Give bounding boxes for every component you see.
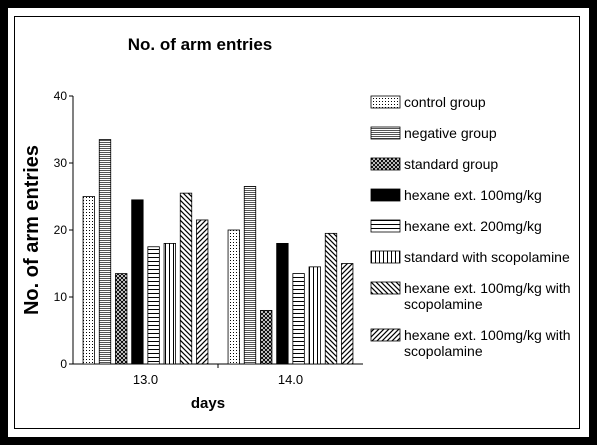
- legend-label: negative group: [404, 125, 497, 141]
- y-axis-label: No. of arm entries: [21, 145, 43, 315]
- bar: [115, 273, 128, 365]
- legend-label: hexane ext. 100mg/kg with scopolamine: [404, 280, 571, 312]
- legend-swatch: [370, 126, 401, 140]
- bar: [227, 229, 240, 365]
- chart: No. of arm entries days No. of arm entri…: [21, 35, 363, 412]
- legend-swatch: [370, 219, 401, 233]
- legend-swatch: [370, 250, 401, 264]
- legend-item: standard group: [370, 156, 585, 172]
- y-tick-label: 10: [54, 290, 68, 304]
- legend-swatch: [370, 95, 401, 109]
- legend-swatch-fill: [370, 157, 401, 171]
- y-tick-label: 30: [54, 156, 68, 170]
- y-tick-label: 20: [54, 223, 68, 237]
- legend-swatch: [370, 157, 401, 171]
- legend-swatch-fill: [370, 250, 401, 264]
- bar: [147, 246, 160, 365]
- bar: [131, 199, 144, 365]
- x-tick-label: 14.0: [278, 372, 303, 387]
- bar: [82, 196, 95, 365]
- legend-swatch-fill: [370, 219, 401, 233]
- legend-item: hexane ext. 100mg/kg with scopolamine: [370, 280, 585, 312]
- legend-item: hexane ext. 100mg/kg with scopolamine: [370, 327, 585, 359]
- legend-label: control group: [404, 94, 486, 110]
- legend-item: negative group: [370, 125, 585, 141]
- legend-item: control group: [370, 94, 585, 110]
- legend-label: standard with scopolamine: [404, 249, 570, 265]
- bar: [308, 266, 321, 365]
- legend-item: hexane ext. 100mg/kg: [370, 187, 585, 203]
- bar: [341, 263, 354, 365]
- legend-swatch: [370, 328, 401, 342]
- legend-item: hexane ext. 200mg/kg: [370, 218, 585, 234]
- legend-swatch-fill: [370, 328, 401, 342]
- legend-label: hexane ext. 100mg/kg with scopolamine: [404, 327, 571, 359]
- bar: [98, 139, 112, 365]
- legend-swatch: [370, 281, 401, 295]
- legend-item: standard with scopolamine: [370, 249, 585, 265]
- bar: [179, 192, 193, 365]
- chart-title: No. of arm entries: [128, 35, 273, 54]
- x-tick-label: 13.0: [133, 372, 158, 387]
- inner-border: [14, 16, 580, 429]
- x-axis-label: days: [191, 395, 225, 412]
- legend-swatch-fill: [370, 126, 401, 140]
- bar: [276, 242, 289, 365]
- bar: [163, 242, 176, 365]
- legend-label: standard group: [404, 156, 499, 172]
- legend: control group negative group standard grou…: [370, 94, 585, 374]
- bar: [324, 232, 338, 365]
- bar: [292, 273, 305, 365]
- y-tick-label: 0: [60, 357, 67, 371]
- legend-swatch-fill: [370, 281, 401, 295]
- legend-swatch: [370, 188, 401, 202]
- bar: [243, 186, 257, 365]
- legend-label: hexane ext. 200mg/kg: [404, 218, 542, 234]
- bar: [196, 219, 209, 365]
- bar: [260, 309, 273, 365]
- legend-label: hexane ext. 100mg/kg: [404, 187, 542, 203]
- legend-swatch-fill: [370, 95, 401, 109]
- y-tick-label: 40: [54, 89, 68, 103]
- legend-swatch-fill: [370, 188, 401, 202]
